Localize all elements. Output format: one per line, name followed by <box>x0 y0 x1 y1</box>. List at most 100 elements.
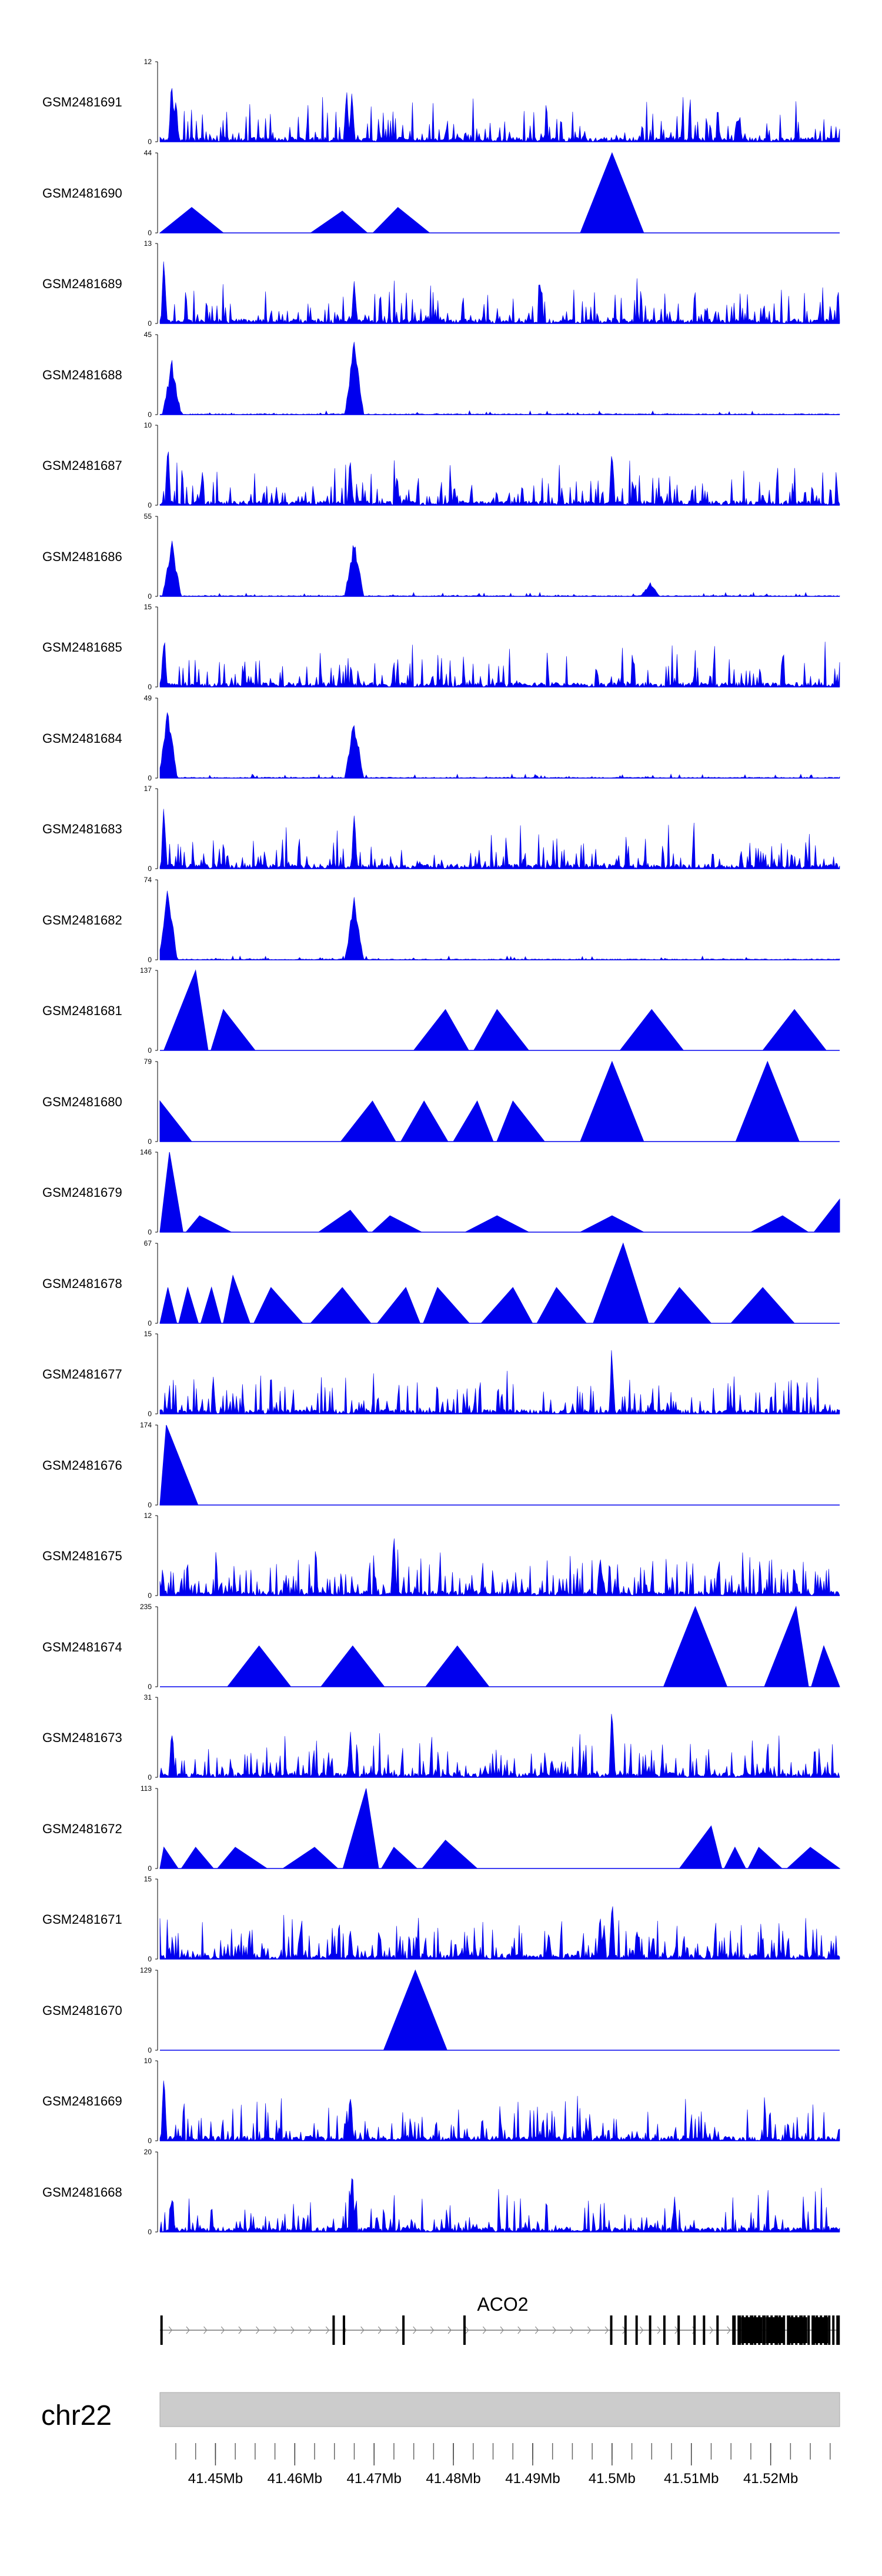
y-zero-label: 0 <box>148 1591 152 1600</box>
signal-triangle <box>318 1210 369 1233</box>
strand-chevron <box>587 2326 592 2334</box>
strand-chevron <box>640 2326 644 2334</box>
track-GSM2481668: GSM2481668 20 0 <box>0 2147 882 2238</box>
signal-triangle <box>496 1100 546 1142</box>
signal-triangle <box>159 1424 199 1505</box>
signal-triangle <box>747 1846 783 1868</box>
y-max-label: 15 <box>144 1875 152 1883</box>
exon <box>737 2315 741 2345</box>
signal-triangle <box>413 1009 469 1051</box>
exon <box>649 2315 652 2345</box>
exon <box>828 2315 831 2345</box>
track-GSM2481674: GSM2481674 235 0 <box>0 1602 882 1693</box>
track-GSM2481672: GSM2481672 113 0 <box>0 1784 882 1875</box>
signal-triangle <box>425 1645 490 1687</box>
signal-area <box>159 1350 840 1415</box>
strand-chevron <box>203 2326 208 2334</box>
exon <box>635 2315 638 2345</box>
y-zero-label: 0 <box>148 1137 152 1146</box>
y-zero-label: 0 <box>148 1410 152 1418</box>
signal-area <box>159 1714 840 1778</box>
y-max-label: 17 <box>144 785 152 793</box>
track-label: GSM2481680 <box>42 1094 122 1109</box>
track-GSM2481682: GSM2481682 74 0 <box>0 875 882 966</box>
track-GSM2481684: GSM2481684 49 0 <box>0 693 882 785</box>
strand-chevron <box>517 2326 522 2334</box>
track-plot: 10 0 <box>144 2057 840 2145</box>
track-label: GSM2481679 <box>42 1185 122 1200</box>
strand-chevron <box>465 2326 469 2334</box>
track-label: GSM2481682 <box>42 912 122 927</box>
signal-triangle <box>163 969 209 1051</box>
exon <box>677 2315 680 2345</box>
signal-triangle <box>619 1009 684 1051</box>
y-max-label: 31 <box>144 1693 152 1701</box>
track-plot: 15 0 <box>144 1875 840 1963</box>
strand-chevron <box>273 2326 278 2334</box>
y-max-label: 174 <box>140 1421 152 1429</box>
y-zero-label: 0 <box>148 501 152 509</box>
y-max-label: 235 <box>140 1603 152 1611</box>
track-label: GSM2481675 <box>42 1549 122 1563</box>
signal-triangle <box>536 1286 587 1323</box>
track-label: GSM2481683 <box>42 822 122 836</box>
signal-triangle <box>159 1152 183 1233</box>
strand-chevron <box>360 2326 365 2334</box>
y-zero-label: 0 <box>148 1773 152 1781</box>
y-zero-label: 0 <box>148 592 152 600</box>
exon <box>610 2315 613 2345</box>
strand-chevron <box>220 2326 225 2334</box>
strand-chevron <box>308 2326 312 2334</box>
track-plot: 49 0 <box>144 694 840 782</box>
track-plot: 15 0 <box>144 1330 840 1418</box>
y-max-label: 15 <box>144 603 152 611</box>
strand-chevron <box>657 2326 661 2334</box>
signal-triangle <box>320 1645 385 1687</box>
exon <box>160 2315 163 2345</box>
axis-tick-label: 41.5Mb <box>589 2471 636 2487</box>
exon <box>624 2315 627 2345</box>
signal-triangle <box>422 1839 478 1868</box>
exon <box>783 2315 786 2345</box>
y-max-label: 146 <box>140 1148 152 1156</box>
signal-triangle <box>380 1846 418 1868</box>
signal-triangle <box>342 1788 379 1868</box>
track-label: GSM2481668 <box>42 2184 122 2200</box>
y-max-label: 113 <box>141 1784 152 1793</box>
track-GSM2481683: GSM2481683 17 0 <box>0 784 882 875</box>
track-label: GSM2481674 <box>42 1639 122 1654</box>
axis-tick-label: 41.52Mb <box>743 2471 798 2487</box>
track-label: GSM2481690 <box>42 185 122 201</box>
y-zero-label: 0 <box>148 138 152 146</box>
track-plot: 67 0 <box>144 1239 840 1327</box>
signal-triangle <box>786 1846 841 1868</box>
exon <box>663 2315 666 2345</box>
y-zero-label: 0 <box>148 2046 152 2054</box>
exon <box>402 2315 405 2345</box>
exon <box>342 2315 345 2345</box>
y-max-label: 55 <box>144 512 152 520</box>
track-label: GSM2481685 <box>42 640 122 655</box>
axis-tick-label: 41.47Mb <box>346 2471 401 2487</box>
signal-area <box>159 2177 840 2233</box>
track-label: GSM2481687 <box>42 458 122 473</box>
strand-chevron <box>552 2326 556 2334</box>
signal-triangle <box>653 1286 712 1323</box>
track-plot: 129 0 <box>140 1966 840 2054</box>
exon <box>693 2315 696 2345</box>
exon <box>733 2315 736 2345</box>
y-zero-label: 0 <box>148 2137 152 2145</box>
signal-triangle <box>185 1215 232 1233</box>
strand-chevron <box>186 2326 190 2334</box>
signal-triangle <box>465 1215 529 1233</box>
track-GSM2481687: GSM2481687 10 0 <box>0 421 882 512</box>
signal-triangle <box>400 1100 449 1142</box>
signal-triangle <box>580 1060 644 1142</box>
track-plot: 15 0 <box>144 603 840 691</box>
y-zero-label: 0 <box>148 1046 152 1055</box>
signal-triangle <box>159 1100 193 1142</box>
strand-chevron <box>377 2326 382 2334</box>
y-max-label: 129 <box>140 1966 152 1974</box>
